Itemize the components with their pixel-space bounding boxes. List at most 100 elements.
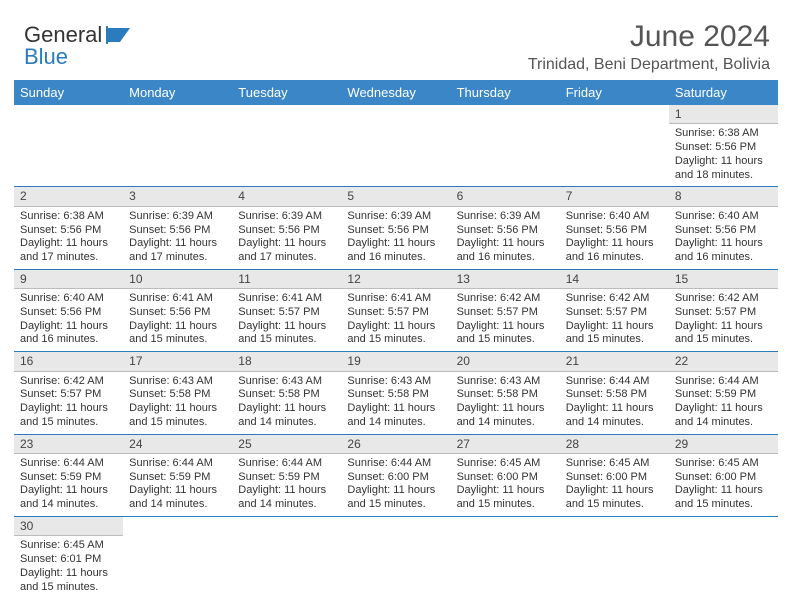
day-body: Sunrise: 6:44 AMSunset: 5:58 PMDaylight:…	[560, 372, 669, 434]
sunrise-text: Sunrise: 6:40 AM	[20, 292, 117, 306]
sunrise-text: Sunrise: 6:39 AM	[347, 210, 444, 224]
daylight-text: Daylight: 11 hours and 16 minutes.	[347, 237, 444, 265]
sunrise-text: Sunrise: 6:45 AM	[457, 457, 554, 471]
daylight-text: Daylight: 11 hours and 17 minutes.	[20, 237, 117, 265]
day-header: Tuesday	[232, 80, 341, 105]
day-body: Sunrise: 6:45 AMSunset: 6:00 PMDaylight:…	[560, 454, 669, 516]
calendar-cell	[123, 516, 232, 598]
sunrise-text: Sunrise: 6:44 AM	[20, 457, 117, 471]
sunrise-text: Sunrise: 6:39 AM	[129, 210, 226, 224]
day-number: 20	[451, 352, 560, 371]
day-number: 11	[232, 270, 341, 289]
calendar-cell: 9Sunrise: 6:40 AMSunset: 5:56 PMDaylight…	[14, 269, 123, 351]
daylight-text: Daylight: 11 hours and 16 minutes.	[566, 237, 663, 265]
sunset-text: Sunset: 6:00 PM	[347, 471, 444, 485]
daylight-text: Daylight: 11 hours and 15 minutes.	[566, 320, 663, 348]
sunrise-text: Sunrise: 6:41 AM	[238, 292, 335, 306]
day-number: 16	[14, 352, 123, 371]
day-header: Sunday	[14, 80, 123, 105]
calendar-cell: 13Sunrise: 6:42 AMSunset: 5:57 PMDayligh…	[451, 269, 560, 351]
calendar-cell: 25Sunrise: 6:44 AMSunset: 5:59 PMDayligh…	[232, 434, 341, 516]
calendar-cell: 7Sunrise: 6:40 AMSunset: 5:56 PMDaylight…	[560, 187, 669, 269]
calendar-cell	[451, 516, 560, 598]
daylight-text: Daylight: 11 hours and 16 minutes.	[457, 237, 554, 265]
day-body: Sunrise: 6:42 AMSunset: 5:57 PMDaylight:…	[560, 289, 669, 351]
calendar-cell	[123, 105, 232, 187]
day-body: Sunrise: 6:42 AMSunset: 5:57 PMDaylight:…	[669, 289, 778, 351]
day-number: 9	[14, 270, 123, 289]
day-number: 5	[341, 187, 450, 206]
day-body: Sunrise: 6:45 AMSunset: 6:00 PMDaylight:…	[669, 454, 778, 516]
calendar-cell: 14Sunrise: 6:42 AMSunset: 5:57 PMDayligh…	[560, 269, 669, 351]
calendar-cell: 6Sunrise: 6:39 AMSunset: 5:56 PMDaylight…	[451, 187, 560, 269]
sunset-text: Sunset: 5:58 PM	[129, 388, 226, 402]
day-number: 7	[560, 187, 669, 206]
day-header-row: Sunday Monday Tuesday Wednesday Thursday…	[14, 80, 778, 105]
calendar-body: 1Sunrise: 6:38 AMSunset: 5:56 PMDaylight…	[14, 105, 778, 598]
title-block: June 2024 Trinidad, Beni Department, Bol…	[528, 20, 770, 74]
sunrise-text: Sunrise: 6:42 AM	[566, 292, 663, 306]
calendar-cell: 30Sunrise: 6:45 AMSunset: 6:01 PMDayligh…	[14, 516, 123, 598]
day-body: Sunrise: 6:41 AMSunset: 5:57 PMDaylight:…	[341, 289, 450, 351]
sunrise-text: Sunrise: 6:40 AM	[675, 210, 772, 224]
daylight-text: Daylight: 11 hours and 15 minutes.	[20, 402, 117, 430]
day-number: 1	[669, 105, 778, 124]
day-number: 2	[14, 187, 123, 206]
calendar-cell	[341, 105, 450, 187]
daylight-text: Daylight: 11 hours and 15 minutes.	[347, 484, 444, 512]
calendar-week-row: 9 Sunrise: 6:40 AMSunset: 5:56 PM Daylight…	[14, 269, 778, 351]
day-number: 27	[451, 435, 560, 454]
calendar-cell	[451, 105, 560, 187]
sunset-text: Sunset: 5:56 PM	[20, 306, 117, 320]
calendar-cell: 1Sunrise: 6:38 AMSunset: 5:56 PMDaylight…	[669, 105, 778, 187]
sunset-text: Sunset: 5:56 PM	[129, 224, 226, 238]
calendar-cell	[232, 105, 341, 187]
day-number: 8	[669, 187, 778, 206]
calendar-cell: 24Sunrise: 6:44 AMSunset: 5:59 PMDayligh…	[123, 434, 232, 516]
sunset-text: Sunset: 5:56 PM	[675, 224, 772, 238]
day-number: 25	[232, 435, 341, 454]
calendar-cell: 3Sunrise: 6:39 AMSunset: 5:56 PMDaylight…	[123, 187, 232, 269]
calendar-cell: 17Sunrise: 6:43 AMSunset: 5:58 PMDayligh…	[123, 352, 232, 434]
day-body: Sunrise: 6:43 AMSunset: 5:58 PMDaylight:…	[123, 372, 232, 434]
daylight-text: Daylight: 11 hours and 15 minutes.	[238, 320, 335, 348]
day-header: Wednesday	[341, 80, 450, 105]
day-number: 15	[669, 270, 778, 289]
calendar-cell: 28Sunrise: 6:45 AMSunset: 6:00 PMDayligh…	[560, 434, 669, 516]
sunset-text: Sunset: 5:57 PM	[347, 306, 444, 320]
day-number: 3	[123, 187, 232, 206]
sunset-text: Sunset: 6:00 PM	[457, 471, 554, 485]
calendar-cell: 11Sunrise: 6:41 AMSunset: 5:57 PMDayligh…	[232, 269, 341, 351]
sunset-text: Sunset: 5:57 PM	[675, 306, 772, 320]
sunset-text: Sunset: 6:01 PM	[20, 553, 117, 567]
calendar-cell	[341, 516, 450, 598]
daylight-text: Daylight: 11 hours and 18 minutes.	[675, 155, 772, 183]
calendar-cell	[14, 105, 123, 187]
day-body: Sunrise: 6:40 AMSunset: 5:56 PMDaylight:…	[560, 207, 669, 269]
sunrise-text: Sunrise: 6:40 AM	[566, 210, 663, 224]
sunrise-text: Sunrise: 6:45 AM	[566, 457, 663, 471]
sunrise-text: Sunrise: 6:42 AM	[20, 375, 117, 389]
calendar-cell: 10Sunrise: 6:41 AMSunset: 5:56 PMDayligh…	[123, 269, 232, 351]
daylight-text: Daylight: 11 hours and 16 minutes.	[675, 237, 772, 265]
sunrise-text: Sunrise: 6:39 AM	[238, 210, 335, 224]
day-body: Sunrise: 6:39 AMSunset: 5:56 PMDaylight:…	[341, 207, 450, 269]
sunset-text: Sunset: 6:00 PM	[566, 471, 663, 485]
calendar-week-row: 30Sunrise: 6:45 AMSunset: 6:01 PMDayligh…	[14, 516, 778, 598]
sunrise-text: Sunrise: 6:43 AM	[347, 375, 444, 389]
sunrise-text: Sunrise: 6:44 AM	[566, 375, 663, 389]
calendar-cell: 27Sunrise: 6:45 AMSunset: 6:00 PMDayligh…	[451, 434, 560, 516]
calendar-cell: 26Sunrise: 6:44 AMSunset: 6:00 PMDayligh…	[341, 434, 450, 516]
sunset-text: Sunset: 5:58 PM	[457, 388, 554, 402]
day-body: Sunrise: 6:44 AMSunset: 5:59 PMDaylight:…	[669, 372, 778, 434]
sunrise-text: Sunrise: 6:38 AM	[675, 127, 772, 141]
day-number: 18	[232, 352, 341, 371]
flag-icon	[106, 24, 136, 46]
daylight-text: Daylight: 11 hours and 14 minutes.	[129, 484, 226, 512]
calendar-cell	[560, 516, 669, 598]
location: Trinidad, Beni Department, Bolivia	[528, 56, 770, 74]
month-title: June 2024	[528, 20, 770, 54]
day-body: Sunrise: 6:44 AMSunset: 5:59 PMDaylight:…	[14, 454, 123, 516]
header: General Blue June 2024 Trinidad, Beni De…	[14, 20, 778, 74]
sunset-text: Sunset: 5:58 PM	[238, 388, 335, 402]
